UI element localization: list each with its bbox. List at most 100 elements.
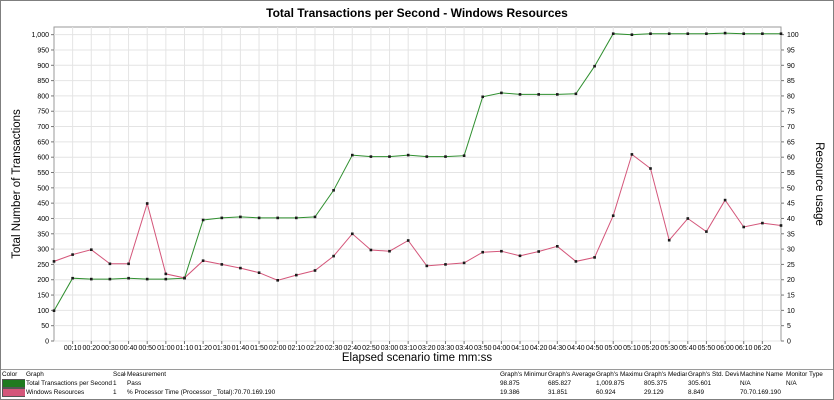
legend-header-machine-name: Machine Name	[740, 371, 783, 378]
x-tick-label: 03:30	[437, 345, 455, 352]
legend-header-maximum: Graph's Maximum	[596, 371, 643, 378]
data-point	[425, 155, 429, 158]
data-point	[145, 277, 149, 281]
y-tick-label: 450	[37, 201, 49, 208]
data-point	[611, 214, 615, 217]
chart: Total Transactions per Second - Windows …	[11, 6, 825, 364]
data-point	[649, 32, 652, 35]
y-tick-label: 650	[37, 139, 49, 146]
data-point	[201, 259, 205, 262]
x-tick-label: 02:20	[306, 345, 324, 352]
x-tick-label: 05:10	[623, 345, 641, 352]
data-point	[164, 272, 168, 276]
series-line-0	[53, 32, 781, 311]
data-point	[556, 245, 559, 248]
x-tick-label: 02:50	[362, 345, 380, 352]
legend-average: 685.827	[548, 380, 572, 387]
data-point	[406, 239, 410, 242]
legend-header-graph: Graph	[26, 371, 44, 378]
data-point	[500, 249, 503, 253]
legend-monitor-type	[785, 388, 833, 397]
y-tick-label: 950	[37, 47, 49, 54]
data-point	[90, 277, 93, 281]
legend-maximum: 1,009.875	[596, 380, 625, 387]
y-tick-label: 700	[37, 124, 49, 131]
x-tick-label: 00:20	[83, 345, 101, 352]
x-tick-label: 04:30	[549, 345, 567, 352]
data-point	[556, 93, 559, 96]
data-point	[164, 277, 168, 281]
y-right-tick-label: 35	[787, 231, 795, 238]
y-right-tick-label: 65	[787, 139, 795, 146]
x-tick-label: 01:20	[194, 345, 212, 352]
y-right-tick-label: 55	[787, 170, 795, 177]
data-point	[537, 250, 540, 253]
data-point	[71, 253, 74, 256]
chart-title: Total Transactions per Second - Windows …	[266, 6, 568, 20]
y-tick-label: 200	[37, 277, 49, 284]
data-point	[388, 155, 391, 158]
legend-header-median: Graph's Median	[644, 371, 687, 378]
y-tick-label: 500	[37, 185, 49, 192]
legend-std-deviation: 305.601	[688, 380, 712, 387]
y-tick-label: 750	[37, 109, 49, 116]
x-tick-label: 00:40	[120, 345, 138, 352]
data-point	[71, 276, 74, 280]
series-line-1	[53, 153, 782, 281]
data-point	[220, 216, 224, 220]
data-point	[108, 262, 112, 266]
legend-average: 31.851	[548, 389, 568, 396]
data-point	[369, 248, 373, 252]
legend-header-average: Graph's Average	[548, 371, 595, 378]
vertical-gridlines	[72, 27, 763, 341]
data-point	[257, 271, 261, 274]
legend-measurement: % Processor Time (Processor _Total):70.7…	[127, 389, 276, 396]
x-tick-label: 04:00	[493, 345, 511, 352]
plot-area	[53, 26, 782, 342]
data-point	[239, 215, 242, 219]
data-point	[313, 269, 317, 272]
legend-scale: 1	[113, 389, 117, 396]
left-y-axis-title: Total Number of Transactions	[11, 109, 23, 259]
legend-scale: 1	[113, 380, 117, 387]
legend-std-deviation: 8.849	[688, 389, 704, 396]
y-right-tick-label: 20	[787, 277, 795, 284]
data-point	[611, 32, 615, 35]
data-point	[593, 256, 596, 259]
data-point	[145, 202, 149, 205]
data-point	[761, 221, 764, 225]
legend-row-transactions[interactable]: Total Transactions per Second 1 Pass 98.…	[1, 379, 833, 388]
y-right-tick-label: 85	[787, 78, 795, 85]
data-point	[779, 32, 783, 35]
y-right-tick-label: 70	[787, 124, 795, 131]
legend-machine-name: 70.70.169.190	[740, 389, 781, 396]
data-point	[649, 167, 652, 170]
x-tick-label: 02:30	[325, 345, 343, 352]
legend-swatch-transactions	[2, 379, 25, 388]
x-tick-label: 04:40	[567, 345, 585, 352]
data-point	[481, 250, 484, 254]
data-point	[90, 248, 93, 251]
legend-median: 29.129	[644, 389, 664, 396]
y-right-tick-label: 75	[787, 109, 795, 116]
data-point	[574, 260, 578, 263]
data-point	[667, 32, 671, 35]
data-point	[686, 217, 690, 220]
data-point	[537, 93, 540, 96]
legend-row-windows-resources[interactable]: Windows Resources 1 % Processor Time (Pr…	[1, 388, 833, 397]
x-tick-label: 05:40	[679, 345, 697, 352]
data-point	[406, 153, 410, 157]
y-tick-label: 50	[41, 323, 49, 330]
y-right-tick-label: 15	[787, 293, 795, 300]
right-y-axis-title: Resource usage	[813, 142, 825, 226]
legend-median: 805.375	[644, 380, 668, 387]
data-point	[52, 260, 56, 263]
data-point	[388, 249, 391, 253]
legend-table: Color Graph Scale Measurement Graph's Mi…	[1, 369, 833, 397]
legend-header-scale: Scale	[113, 371, 126, 378]
data-point	[295, 273, 298, 277]
data-point	[295, 216, 298, 220]
legend-machine-name: N/A	[740, 380, 751, 387]
data-point	[351, 153, 354, 157]
x-tick-label: 04:20	[530, 345, 548, 352]
